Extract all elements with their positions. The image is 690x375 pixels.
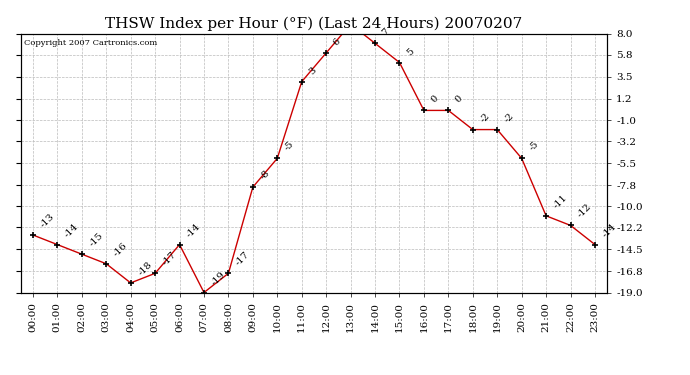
Text: -14: -14 [63, 222, 81, 239]
Text: -15: -15 [88, 231, 105, 249]
Text: -17: -17 [161, 250, 178, 268]
Text: -12: -12 [576, 202, 593, 220]
Text: 9: 9 [0, 374, 1, 375]
Text: -19: -19 [210, 270, 227, 287]
Text: -14: -14 [185, 222, 203, 239]
Text: -8: -8 [259, 168, 271, 182]
Text: Copyright 2007 Cartronics.com: Copyright 2007 Cartronics.com [23, 39, 157, 47]
Text: -17: -17 [234, 250, 251, 268]
Text: 3: 3 [307, 65, 318, 76]
Text: -5: -5 [527, 140, 540, 153]
Text: -11: -11 [552, 193, 569, 210]
Text: -16: -16 [112, 241, 129, 258]
Text: 7: 7 [381, 27, 391, 38]
Text: 6: 6 [332, 37, 342, 47]
Text: -13: -13 [39, 212, 56, 230]
Text: 5: 5 [405, 46, 416, 57]
Text: -2: -2 [503, 111, 516, 124]
Text: 0: 0 [429, 94, 440, 105]
Text: -5: -5 [283, 140, 296, 153]
Text: -14: -14 [600, 222, 618, 239]
Text: -2: -2 [478, 111, 491, 124]
Text: 0: 0 [454, 94, 464, 105]
Text: -18: -18 [136, 260, 154, 278]
Title: THSW Index per Hour (°F) (Last 24 Hours) 20070207: THSW Index per Hour (°F) (Last 24 Hours)… [106, 17, 522, 31]
